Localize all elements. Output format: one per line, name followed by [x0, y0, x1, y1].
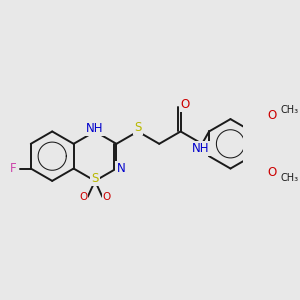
Text: NH: NH — [86, 122, 104, 135]
Text: O: O — [79, 192, 87, 202]
Text: NH: NH — [192, 142, 210, 155]
Text: S: S — [91, 172, 99, 185]
Text: F: F — [10, 162, 16, 175]
Text: CH₃: CH₃ — [280, 173, 298, 183]
Text: S: S — [134, 121, 142, 134]
Text: CH₃: CH₃ — [280, 105, 298, 115]
Text: O: O — [267, 109, 277, 122]
Text: O: O — [181, 98, 190, 111]
Text: F: F — [11, 162, 17, 175]
Text: O: O — [267, 166, 277, 179]
Text: O: O — [103, 192, 111, 202]
Text: N: N — [116, 162, 125, 175]
